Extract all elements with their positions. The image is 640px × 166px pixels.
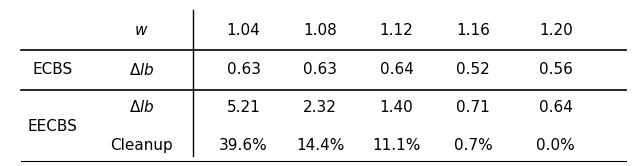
Text: 0.56: 0.56 <box>539 62 573 78</box>
Text: EECBS: EECBS <box>28 119 77 134</box>
Text: 39.6%: 39.6% <box>219 137 268 153</box>
Text: 0.71: 0.71 <box>456 100 490 115</box>
Text: 5.21: 5.21 <box>227 100 260 115</box>
Text: $\Delta lb$: $\Delta lb$ <box>129 99 154 116</box>
Text: 0.64: 0.64 <box>539 100 573 115</box>
Text: 1.20: 1.20 <box>539 23 573 38</box>
Text: 11.1%: 11.1% <box>372 137 420 153</box>
Text: 0.0%: 0.0% <box>536 137 575 153</box>
Text: 0.63: 0.63 <box>303 62 337 78</box>
Text: ECBS: ECBS <box>32 62 72 78</box>
Text: 1.08: 1.08 <box>303 23 337 38</box>
Text: 0.7%: 0.7% <box>454 137 492 153</box>
Text: 1.04: 1.04 <box>227 23 260 38</box>
Text: 0.63: 0.63 <box>227 62 260 78</box>
Text: 1.12: 1.12 <box>380 23 413 38</box>
Text: Cleanup: Cleanup <box>110 137 173 153</box>
Text: 1.40: 1.40 <box>380 100 413 115</box>
Text: 14.4%: 14.4% <box>296 137 344 153</box>
Text: $\Delta lb$: $\Delta lb$ <box>129 62 154 78</box>
Text: 2.32: 2.32 <box>303 100 337 115</box>
Text: 1.16: 1.16 <box>456 23 490 38</box>
Text: $w$: $w$ <box>134 23 149 38</box>
Text: 0.64: 0.64 <box>380 62 413 78</box>
Text: 0.52: 0.52 <box>456 62 490 78</box>
